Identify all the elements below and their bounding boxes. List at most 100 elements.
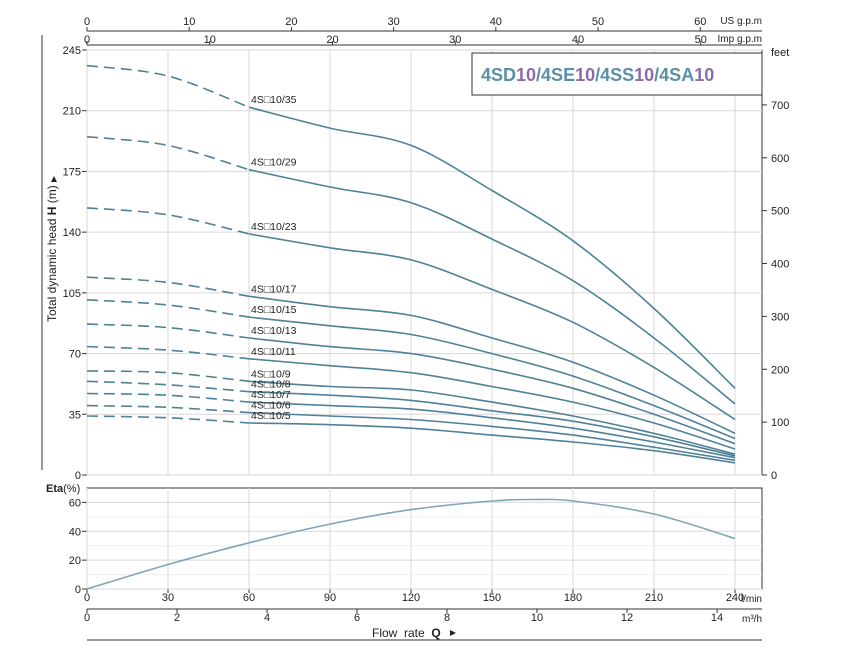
efficiency-line <box>86 498 736 590</box>
us-gpm-tick-label: 0 <box>84 16 90 28</box>
lmin-tick-label: 90 <box>324 592 336 604</box>
feet-tick-label: 700 <box>771 100 789 112</box>
head-curve-dashed <box>86 345 250 360</box>
m3h-tick-label: 8 <box>444 612 450 624</box>
m3h-tick-label: 14 <box>711 612 723 624</box>
curve-label: 4S□10/9 <box>251 368 291 380</box>
head-curve-dashed <box>86 64 250 108</box>
curve-label: 4S□10/15 <box>251 304 297 316</box>
us-gpm-tick-label: 20 <box>285 16 297 28</box>
head-curve-dashed <box>86 380 250 393</box>
curve-label: 4S□10/6 <box>251 400 291 412</box>
us-gpm-tick-label: 40 <box>490 16 502 28</box>
head-curve <box>248 358 736 450</box>
head-curve-dashed <box>86 323 250 339</box>
head-tick-label: 140 <box>63 227 81 239</box>
imp-gpm-tick-label: 30 <box>449 34 461 46</box>
head-tick-label: 210 <box>63 106 81 118</box>
head-plot-frame <box>86 49 763 476</box>
lmin-label: l/min <box>741 594 762 605</box>
curve-label: 4S□10/13 <box>251 325 297 337</box>
curve-label: 4S□10/23 <box>251 221 297 233</box>
us-gpm-tick-label: 50 <box>592 16 604 28</box>
us-gpm-tick-label: 60 <box>694 16 706 28</box>
model-title: 4SD10/4SE10/4SS10/4SA10 <box>481 65 714 85</box>
head-curve <box>248 401 736 459</box>
head-curve-dashed <box>86 276 250 298</box>
imp-gpm-tick-label: 10 <box>204 34 216 46</box>
feet-tick-label: 400 <box>771 259 789 271</box>
m3h-tick-label: 4 <box>264 612 270 624</box>
head-tick-label: 0 <box>75 470 81 482</box>
head-curve <box>248 233 736 421</box>
imp-gpm-tick-label: 40 <box>572 34 584 46</box>
imp-gpm-tick-label: 50 <box>695 34 707 46</box>
model-title-box: 4SD10/4SE10/4SS10/4SA10 <box>471 52 763 96</box>
head-curves <box>86 64 736 464</box>
head-tick-label: 70 <box>69 349 81 361</box>
curve-label: 4S□10/11 <box>251 346 296 358</box>
feet-tick-label: 0 <box>771 470 777 482</box>
feet-tick-label: 100 <box>771 417 789 429</box>
curve-label: 4S□10/7 <box>251 389 291 401</box>
m3h-tick-label: 6 <box>354 612 360 624</box>
lmin-tick-label: 210 <box>645 592 663 604</box>
head-axis-title: Total dynamic head H (m) <box>45 185 59 322</box>
eta-plot-frame <box>86 487 763 590</box>
efficiency-curve <box>86 498 736 590</box>
lmin-tick-label: 0 <box>84 592 90 604</box>
head-curve-dashed <box>86 207 250 235</box>
head-curve-dashed <box>86 392 250 403</box>
eta-axis-label: Eta(%) <box>46 483 80 495</box>
lmin-tick-label: 120 <box>402 592 420 604</box>
head-curve-dashed <box>86 299 250 318</box>
chart-text: 0357010514017521024501002003004005006007… <box>45 16 789 640</box>
feet-axis-label: feet <box>771 47 789 59</box>
grid <box>86 49 762 590</box>
flow-axis-title: Flow rate Q <box>372 626 441 640</box>
eta-tick-label: 0 <box>75 584 81 596</box>
us-gpm-label: US g.p.m <box>720 16 762 27</box>
lmin-tick-label: 150 <box>483 592 501 604</box>
head-curve-dashed <box>86 135 250 171</box>
curve-label: 4S□10/8 <box>251 379 291 391</box>
head-axis-arrow-icon <box>51 176 57 182</box>
lmin-tick-label: 30 <box>162 592 174 604</box>
head-curve <box>248 411 736 462</box>
curve-label: 4S□10/35 <box>251 94 297 106</box>
lmin-tick-label: 60 <box>243 592 255 604</box>
eta-tick-label: 60 <box>69 497 81 509</box>
head-tick-label: 35 <box>69 409 81 421</box>
head-tick-label: 175 <box>63 166 81 178</box>
m3h-label: m³/h <box>742 614 762 625</box>
m3h-tick-label: 12 <box>621 612 633 624</box>
lmin-tick-label: 180 <box>564 592 582 604</box>
eta-tick-label: 40 <box>69 526 81 538</box>
imp-gpm-tick-label: 20 <box>326 34 338 46</box>
feet-tick-label: 600 <box>771 153 789 165</box>
head-curve <box>248 316 736 440</box>
head-tick-label: 105 <box>63 288 81 300</box>
head-curve <box>248 380 736 455</box>
head-curve-dashed <box>86 415 250 424</box>
head-tick-label: 245 <box>63 45 81 57</box>
m3h-tick-label: 10 <box>531 612 543 624</box>
curve-label: 4S□10/17 <box>251 283 297 295</box>
head-curve-dashed <box>86 370 250 383</box>
imp-gpm-label: Imp g.p.m <box>718 34 762 45</box>
curve-label: 4S□10/29 <box>251 157 297 169</box>
feet-tick-label: 300 <box>771 311 789 323</box>
head-curve <box>248 295 736 435</box>
head-curve <box>248 422 736 464</box>
feet-tick-label: 200 <box>771 364 789 376</box>
head-curve <box>248 106 736 389</box>
lmin-tick-label: 240 <box>726 592 744 604</box>
head-curve <box>248 168 736 405</box>
flow-axis-arrow-icon <box>450 630 456 636</box>
feet-tick-label: 500 <box>771 206 789 218</box>
head-curve <box>248 337 736 445</box>
m3h-tick-label: 0 <box>84 612 90 624</box>
imp-gpm-tick-label: 0 <box>84 34 90 46</box>
m3h-tick-label: 2 <box>174 612 180 624</box>
